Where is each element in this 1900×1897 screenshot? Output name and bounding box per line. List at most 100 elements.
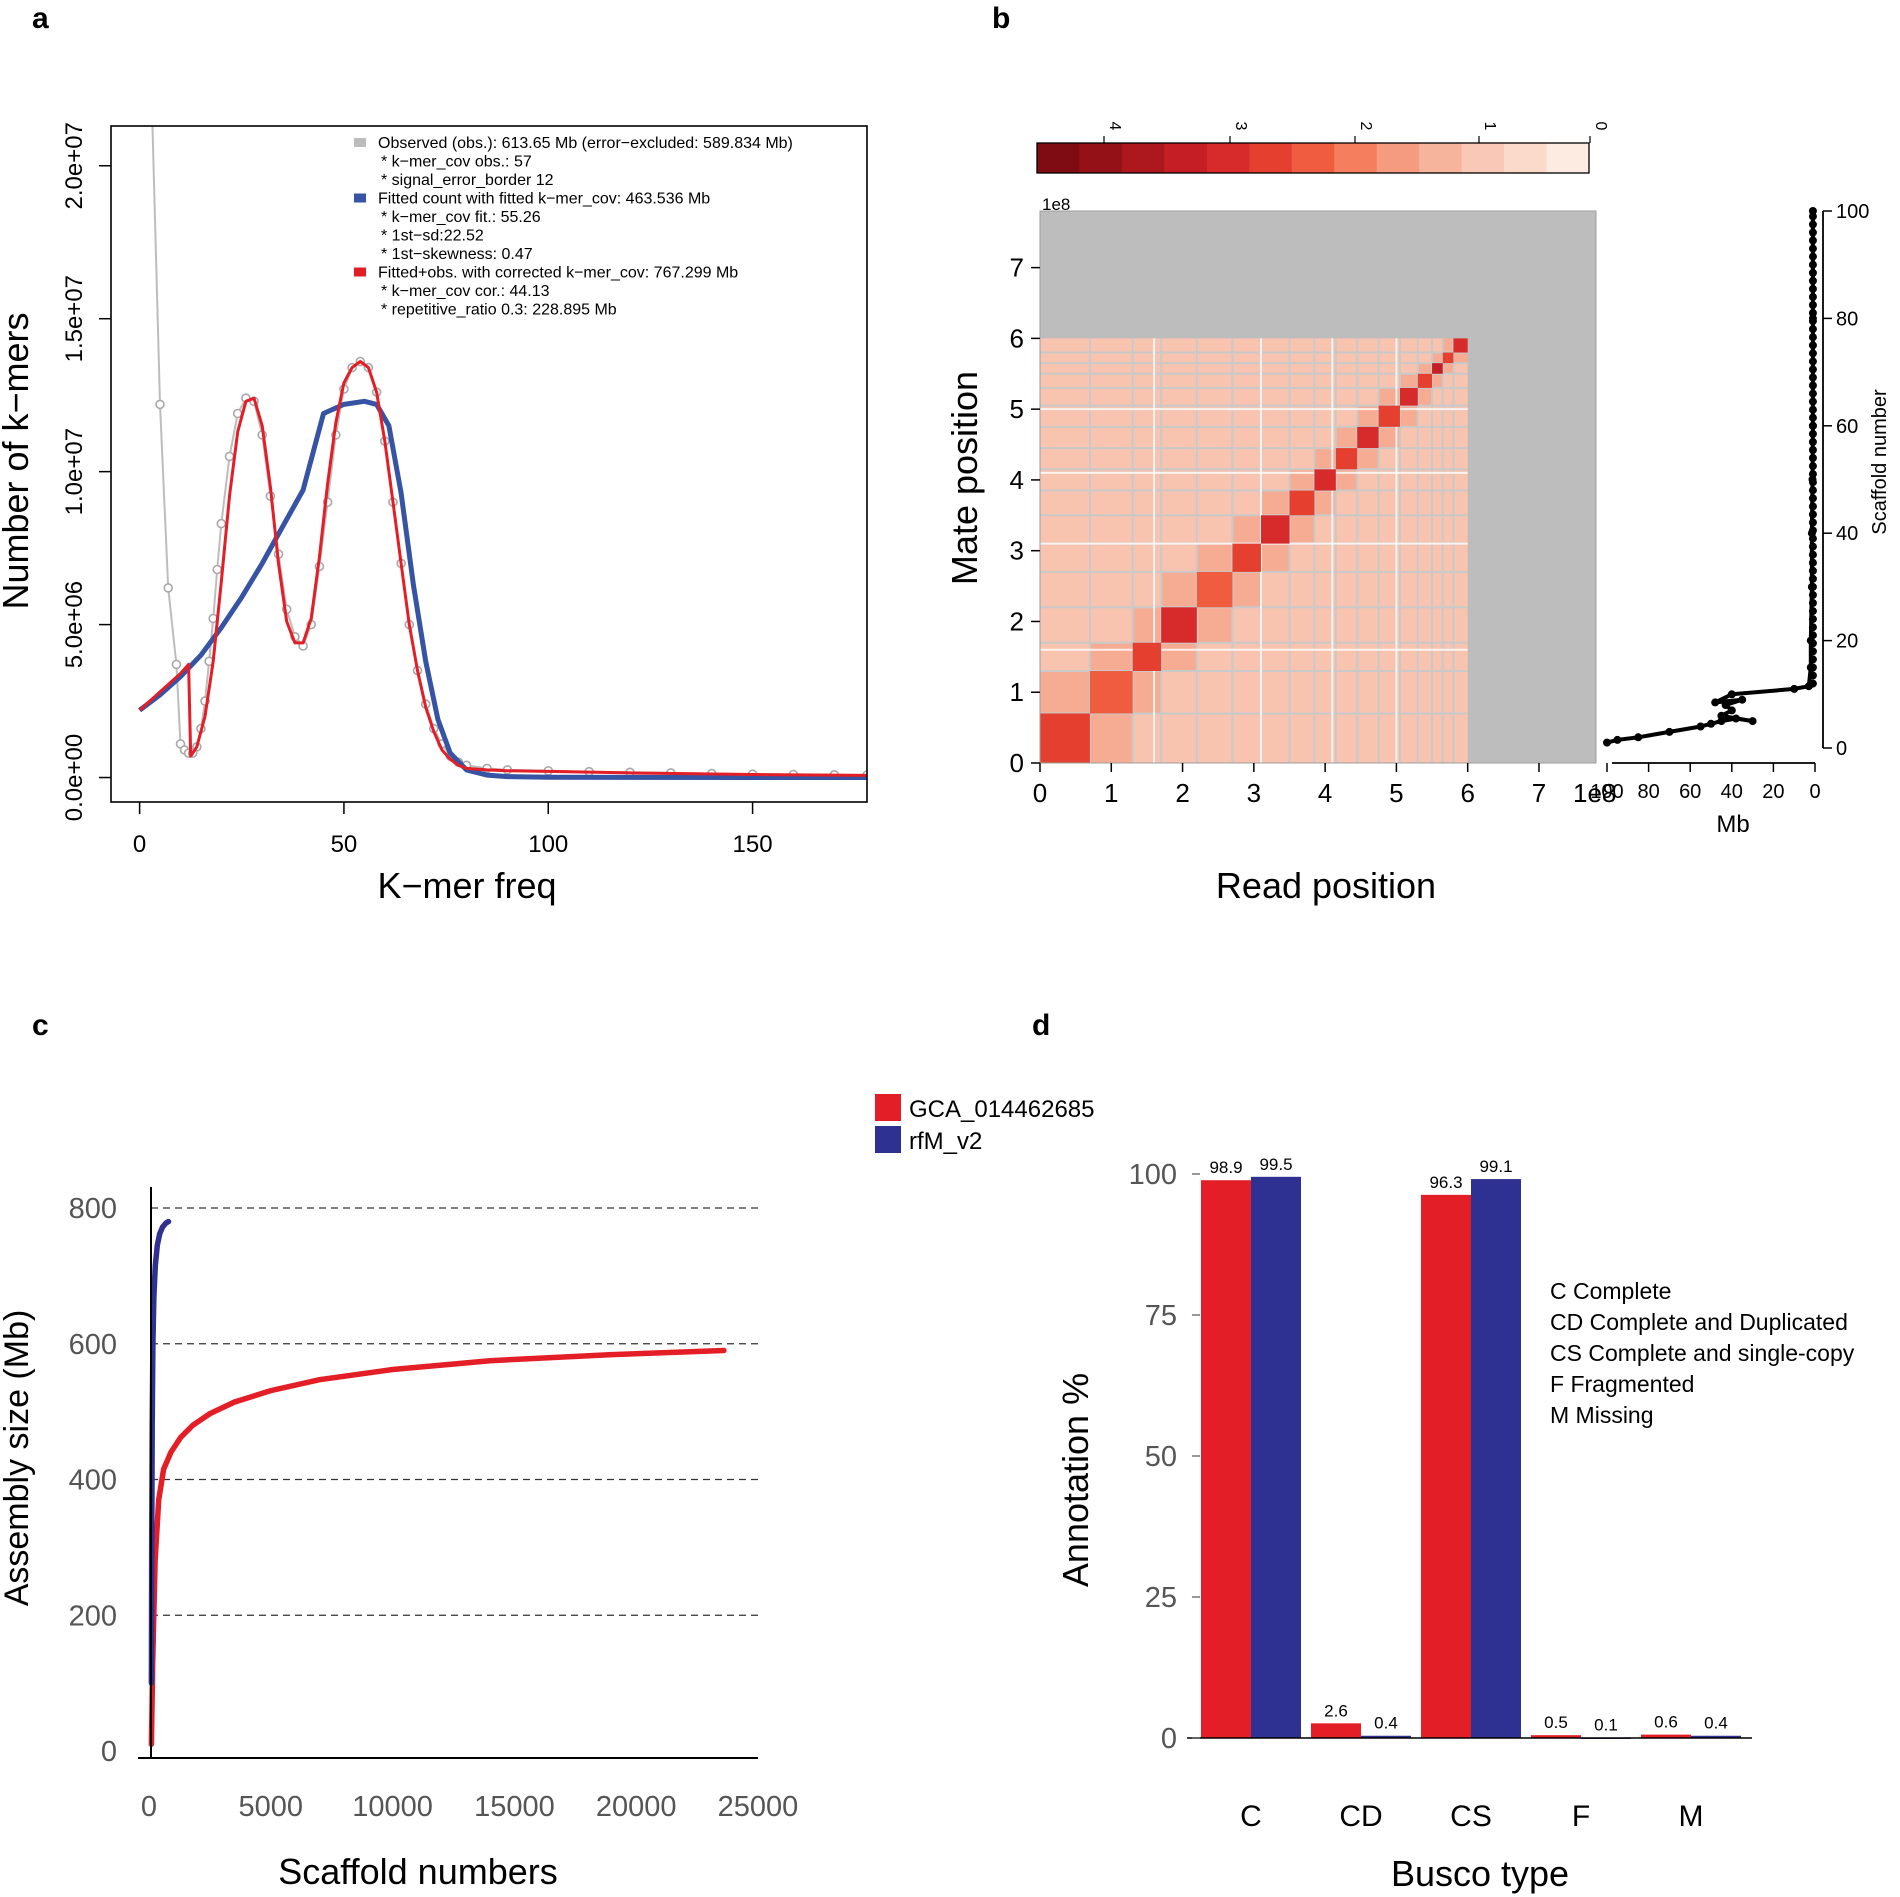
- b-side-point: [1808, 454, 1817, 462]
- a-ylabel: Number of k−mers: [0, 312, 36, 609]
- b-side-point: [1808, 582, 1817, 591]
- a-observed-point: [216, 518, 227, 529]
- b-colorbar-cell: [1206, 143, 1250, 173]
- b-side-point: [1808, 526, 1817, 535]
- panel-letter-d: d: [1032, 1009, 1050, 1042]
- b-side-point: [1717, 711, 1726, 720]
- d-bar-value-label: 0.4: [1704, 1714, 1728, 1733]
- d-annotation-line: M Missing: [1550, 1402, 1654, 1428]
- d-bar-m-gca: [1641, 1734, 1691, 1738]
- d-bar-f-gca: [1531, 1735, 1581, 1738]
- b-side-point: [1711, 698, 1720, 707]
- b-side-point: [1808, 647, 1817, 656]
- a-observed-point: [171, 659, 182, 670]
- d-bar-value-label: 99.1: [1479, 1157, 1512, 1176]
- b-xtick-label: 7: [1532, 778, 1546, 808]
- d-bar-value-label: 98.9: [1209, 1158, 1242, 1177]
- b-side-point: [1808, 631, 1817, 640]
- d-annotation-line: CS Complete and single-copy: [1550, 1340, 1855, 1366]
- a-legend-text: * repetitive_ratio 0.3: 228.895 Mb: [381, 302, 617, 319]
- b-colorbar-cell: [1121, 143, 1165, 173]
- b-side-point: [1808, 494, 1817, 503]
- b-side-xtick-label: 60: [1679, 781, 1701, 803]
- panel-letter-b: b: [992, 2, 1010, 35]
- c-ytick-label: 0: [101, 1736, 117, 1768]
- b-side-point: [1808, 413, 1817, 422]
- b-offdiag-cell: [1040, 671, 1090, 714]
- c-legend-text: rfM_v2: [909, 1128, 982, 1155]
- a-legend: Observed (obs.): 613.65 Mb (error−exclud…: [354, 135, 793, 319]
- b-offdiag-cell: [1132, 607, 1162, 643]
- c-series-rfm-line: [148, 1218, 172, 1686]
- b-side-xtick-label: 40: [1721, 781, 1743, 803]
- b-side-point: [1727, 706, 1736, 715]
- b-offdiag-cell: [1399, 405, 1418, 427]
- d-xtick-label: C: [1240, 1800, 1262, 1833]
- b-side-point: [1808, 446, 1817, 454]
- b-offdiag-cell: [1260, 543, 1290, 572]
- b-side-point: [1808, 301, 1817, 309]
- b-side-point: [1808, 486, 1817, 495]
- a-observed-point: [163, 583, 173, 593]
- b-diagonal-block: [1040, 713, 1090, 763]
- b-offdiag-cell: [1260, 490, 1290, 516]
- c-ytick-label: 400: [69, 1465, 117, 1497]
- b-ytick-label: 3: [1010, 536, 1024, 566]
- a-ytick-label: 1.5e+07: [61, 275, 88, 362]
- b-side-point: [1808, 276, 1817, 285]
- b-side-point: [1748, 717, 1757, 726]
- d-annotation-line: C Complete: [1550, 1278, 1671, 1304]
- b-side-point: [1808, 284, 1817, 293]
- a-ytick-label: 0.0e+00: [61, 734, 88, 821]
- d-bars-group: 98.9 99.5 2.6 0.4 96.3 99.1 0.5 0.1 0.6 0.4: [1201, 1155, 1741, 1739]
- d-bar-value-label: 2.6: [1324, 1701, 1348, 1720]
- b-side-xtick-label: 20: [1762, 781, 1784, 803]
- b-colorbar-cell: [1504, 143, 1548, 173]
- b-side-point: [1808, 421, 1817, 430]
- c-legend-text: GCA_014462685: [909, 1096, 1094, 1123]
- b-offdiag-cell: [1335, 426, 1358, 449]
- b-side-point: [1808, 518, 1817, 527]
- d-ytick-label: 25: [1145, 1582, 1177, 1614]
- b-offdiag-cell: [1089, 713, 1133, 763]
- d-bar-m-rfm: [1691, 1735, 1741, 1738]
- a-ytick-label: 1.0e+07: [61, 428, 88, 515]
- b-side-point: [1808, 365, 1817, 374]
- b-side-point: [1808, 671, 1817, 680]
- b-side-point: [1790, 684, 1799, 693]
- b-side-point: [1808, 333, 1817, 342]
- b-side-point: [1808, 502, 1817, 511]
- d-annotation-line: F Fragmented: [1550, 1371, 1694, 1397]
- b-ytick-label: 5: [1010, 394, 1024, 424]
- a-ytick-label: 5.0e+06: [61, 581, 88, 668]
- b-colorbar-cell: [1249, 143, 1293, 173]
- d-bar-value-label: 99.5: [1259, 1155, 1292, 1174]
- d-ytick-label: 75: [1145, 1300, 1177, 1332]
- panel-a-kmer-chart: 0 50 100 150 0.0e+00 5.0e+06 1.0e+07 1.5e+07 2.0…: [0, 122, 868, 906]
- b-side-xtick-label: 100: [1590, 781, 1623, 803]
- b-side-point: [1808, 679, 1817, 688]
- b-ytick-label: 7: [1010, 253, 1024, 283]
- b-side-point: [1808, 599, 1817, 607]
- a-legend-text: * 1st−skewness: 0.47: [381, 246, 533, 263]
- d-bar-cd-gca: [1311, 1723, 1361, 1738]
- b-offdiag-cell: [1232, 571, 1261, 608]
- b-xtick-label: 1: [1104, 778, 1118, 808]
- b-side-point: [1808, 260, 1817, 269]
- d-bar-value-label: 0.4: [1374, 1714, 1398, 1733]
- b-side-scaffold-plot: 100 80 60 40 20 00 20 40 60 80 100: [1590, 201, 1869, 803]
- c-legend-swatch: [875, 1094, 901, 1121]
- a-legend-text: * k−mer_cov cor.: 44.13: [381, 283, 550, 300]
- b-side-point: [1808, 292, 1817, 301]
- c-ytick-label: 200: [69, 1600, 117, 1632]
- a-fitted-line: [138, 398, 867, 780]
- b-offdiag-cell: [1453, 352, 1468, 364]
- b-map-frame: [1039, 210, 1597, 764]
- d-annotation-list: C Complete CD Complete and Duplicated CS C…: [1550, 1278, 1855, 1428]
- b-offdiag-cell: [1442, 363, 1454, 374]
- b-diagonal-block: [1357, 426, 1379, 449]
- b-colorbar-cell: [1037, 143, 1081, 173]
- a-legend-swatch: [354, 193, 366, 203]
- b-diagonal-block: [1432, 363, 1443, 374]
